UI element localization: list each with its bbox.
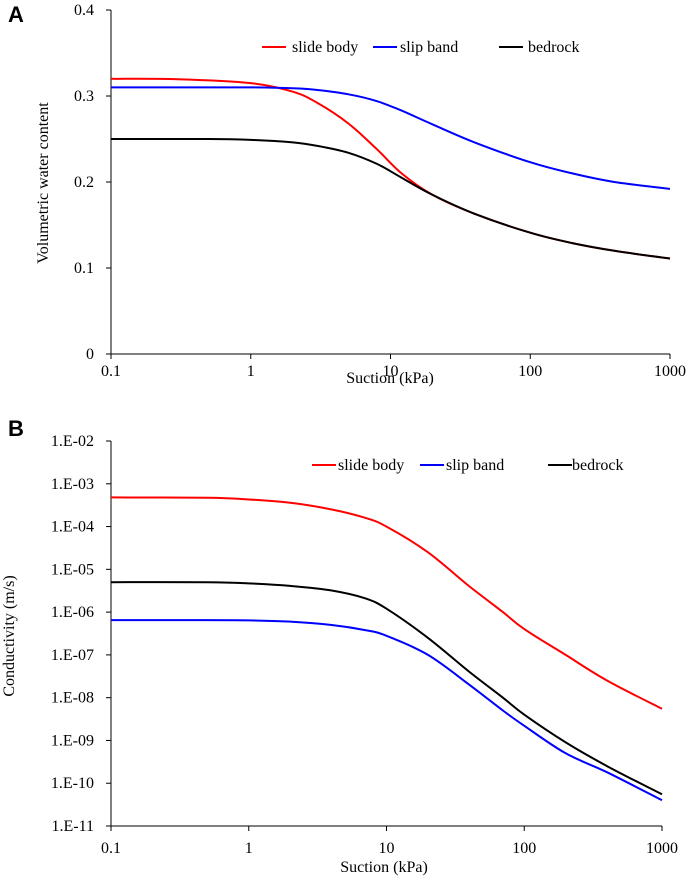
panel-b-y-axis-title: Conductivity (m/s): [1, 575, 18, 696]
panel-a-y-tick-label: 0.3: [74, 88, 94, 105]
panel-b-y-tick-label: 1.E-10: [51, 775, 94, 792]
panel-b-y-tick-label: 1.E-08: [51, 690, 94, 707]
panel-b-y-tick-label: 1.E-06: [51, 604, 94, 621]
panel-b-x-tick-label: 1000: [646, 840, 678, 857]
panel-b-y-tick-label: 1.E-05: [51, 561, 94, 578]
panel-b-series-bedrock: [110, 581, 663, 796]
panel-b-letter: B: [8, 416, 24, 441]
panel-a-y-axis-title: Volumetric water content: [35, 102, 52, 264]
panel-a: A 0 0.1 0.2 0.3 0.4 0.1 1 10 100 1000 slide body sl…: [8, 2, 686, 387]
panel-a-x-tick-label: 100: [518, 363, 542, 380]
panel-a-x-axis-title: Suction (kPa): [346, 370, 434, 387]
panel-b: B 1.E-111.E-101.E-091.E-081.E-071.E-061.…: [1, 416, 678, 876]
panel-b-x-tick-label: 10: [379, 840, 395, 857]
panel-b-y-tick-label: 1.E-11: [51, 818, 94, 835]
panel-b-legend-label-bedrock: bedrock: [572, 457, 624, 474]
panel-b-x-axis-title: Suction (kPa): [340, 859, 428, 876]
panel-b-y-tick-label: 1.E-02: [51, 433, 94, 450]
panel-b-y-tick-label: 1.E-09: [51, 732, 94, 749]
panel-a-legend-label-slide-body: slide body: [292, 39, 358, 56]
panel-a-x-tick-label: 0.1: [101, 363, 121, 380]
panel-a-legend-label-bedrock: bedrock: [528, 39, 580, 56]
panel-b-x-tick-label: 100: [512, 840, 536, 857]
panel-b-y-tick-label: 1.E-04: [51, 519, 94, 536]
panel-b-legend-label-slip-band: slip band: [446, 457, 504, 474]
panel-b-series-slide-body: [110, 496, 663, 710]
panel-a-y-tick-label: 0.1: [74, 260, 94, 277]
panel-b-series-slip-band: [110, 619, 663, 802]
panel-a-y-tick-label: 0.4: [74, 2, 94, 19]
panel-a-series-bedrock: [110, 137, 671, 260]
panel-a-x-tick-label: 10: [383, 363, 399, 380]
panel-a-plot-area: 0 0.1 0.2 0.3 0.4 0.1 1 10 100 1000 slide body slip…: [74, 2, 686, 380]
panel-a-x-tick-label: 1000: [654, 363, 686, 380]
panel-a-letter: A: [8, 2, 24, 27]
panel-b-y-tick-label: 1.E-07: [51, 647, 94, 664]
panel-a-x-tick-label: 1: [247, 363, 255, 380]
panel-b-x-tick-label: 1: [245, 840, 253, 857]
panel-a-y-tick-label: 0: [86, 346, 94, 363]
panel-a-y-tick-label: 0.2: [74, 174, 94, 191]
panel-b-x-tick-label: 0.1: [101, 840, 121, 857]
panel-b-legend-label-slide-body: slide body: [338, 457, 404, 474]
panel-b-y-tick-label: 1.E-03: [51, 476, 94, 493]
panel-b-plot-area: 1.E-11 1.E-10 1.E-09 1.E-08 1.E-07 1.E-06 1.E-…: [51, 433, 678, 857]
panel-a-series-slip-band: [111, 86, 671, 190]
panel-a-legend-label-slip-band: slip band: [400, 39, 458, 56]
